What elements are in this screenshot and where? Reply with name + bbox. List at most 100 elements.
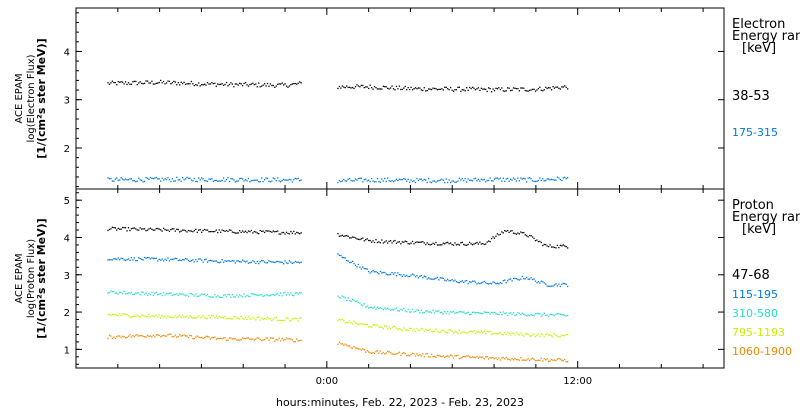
data-point <box>376 241 379 244</box>
data-point <box>511 230 513 232</box>
data-point <box>222 84 225 86</box>
data-point <box>205 180 207 182</box>
data-point <box>222 229 225 232</box>
electron-y-axis-label: ACE EPAM <box>14 73 25 123</box>
data-point <box>365 86 367 88</box>
data-point <box>278 180 280 182</box>
data-point <box>129 334 131 336</box>
data-point <box>177 179 179 181</box>
data-point <box>142 314 144 317</box>
data-point <box>344 180 346 182</box>
data-point <box>534 313 537 315</box>
data-point <box>299 81 301 83</box>
data-point <box>337 87 339 90</box>
data-point <box>385 352 387 354</box>
data-point <box>493 90 496 92</box>
data-point <box>263 231 266 234</box>
data-point <box>212 231 215 233</box>
data-point <box>287 232 289 235</box>
data-point <box>523 313 525 315</box>
data-point <box>231 178 234 180</box>
data-point <box>348 261 351 264</box>
data-point <box>408 327 411 330</box>
data-point <box>269 260 272 263</box>
proton-series-1060-1900 <box>107 333 569 363</box>
data-point <box>448 88 450 91</box>
data-point <box>495 177 497 179</box>
data-point <box>372 270 374 272</box>
data-point <box>398 241 401 243</box>
data-point <box>549 360 551 362</box>
data-point <box>353 345 355 348</box>
data-point <box>504 331 506 334</box>
data-point <box>164 258 166 260</box>
data-point <box>527 314 529 316</box>
data-point <box>203 293 206 295</box>
data-point <box>499 311 502 313</box>
data-point <box>408 88 411 91</box>
data-point <box>116 258 118 260</box>
data-point <box>482 281 484 284</box>
data-point <box>215 229 217 231</box>
data-point <box>552 178 554 181</box>
data-point <box>192 83 194 85</box>
data-point <box>240 338 242 341</box>
data-point <box>149 227 152 229</box>
data-point <box>189 334 191 337</box>
data-point <box>406 311 408 313</box>
data-point <box>155 176 157 179</box>
data-point <box>249 338 251 340</box>
data-point <box>515 87 518 90</box>
data-point <box>300 292 302 294</box>
data-point <box>413 88 415 90</box>
data-point <box>523 177 525 179</box>
data-point <box>429 328 431 330</box>
data-point <box>170 292 172 294</box>
data-point <box>476 241 478 244</box>
data-point <box>458 357 461 360</box>
data-point <box>263 317 266 320</box>
data-point <box>114 337 116 339</box>
data-point <box>346 321 348 324</box>
data-point <box>452 357 455 359</box>
data-point <box>255 319 257 321</box>
data-point <box>263 295 266 297</box>
data-point <box>556 285 559 287</box>
data-point <box>164 83 166 85</box>
data-point <box>250 180 253 182</box>
data-point <box>439 88 442 91</box>
data-point <box>432 331 434 333</box>
data-point <box>448 329 450 331</box>
data-point <box>294 233 296 235</box>
data-point <box>190 80 193 83</box>
data-point <box>205 335 207 337</box>
electron-legend-title: Electron <box>732 17 785 32</box>
data-point <box>278 261 280 263</box>
data-point <box>411 180 414 183</box>
data-point <box>136 334 138 336</box>
data-point <box>124 313 127 315</box>
data-point <box>113 226 115 229</box>
data-point <box>392 88 395 90</box>
data-point <box>110 335 112 337</box>
data-point <box>162 292 165 294</box>
data-point <box>138 177 140 179</box>
data-point <box>373 181 376 183</box>
data-point <box>379 307 382 309</box>
data-point <box>282 231 285 234</box>
data-point <box>433 180 436 182</box>
data-point <box>231 231 234 233</box>
data-point <box>120 81 122 83</box>
data-point <box>493 281 496 284</box>
data-point <box>293 230 295 233</box>
data-point <box>562 314 564 316</box>
data-point <box>492 311 494 314</box>
data-point <box>518 90 521 92</box>
data-point <box>438 354 440 357</box>
data-point <box>108 313 111 315</box>
data-point <box>347 322 349 324</box>
data-point <box>429 278 431 280</box>
data-point <box>483 311 485 313</box>
proton-legend-entry: 310-580 <box>732 307 778 320</box>
data-point <box>162 80 165 83</box>
